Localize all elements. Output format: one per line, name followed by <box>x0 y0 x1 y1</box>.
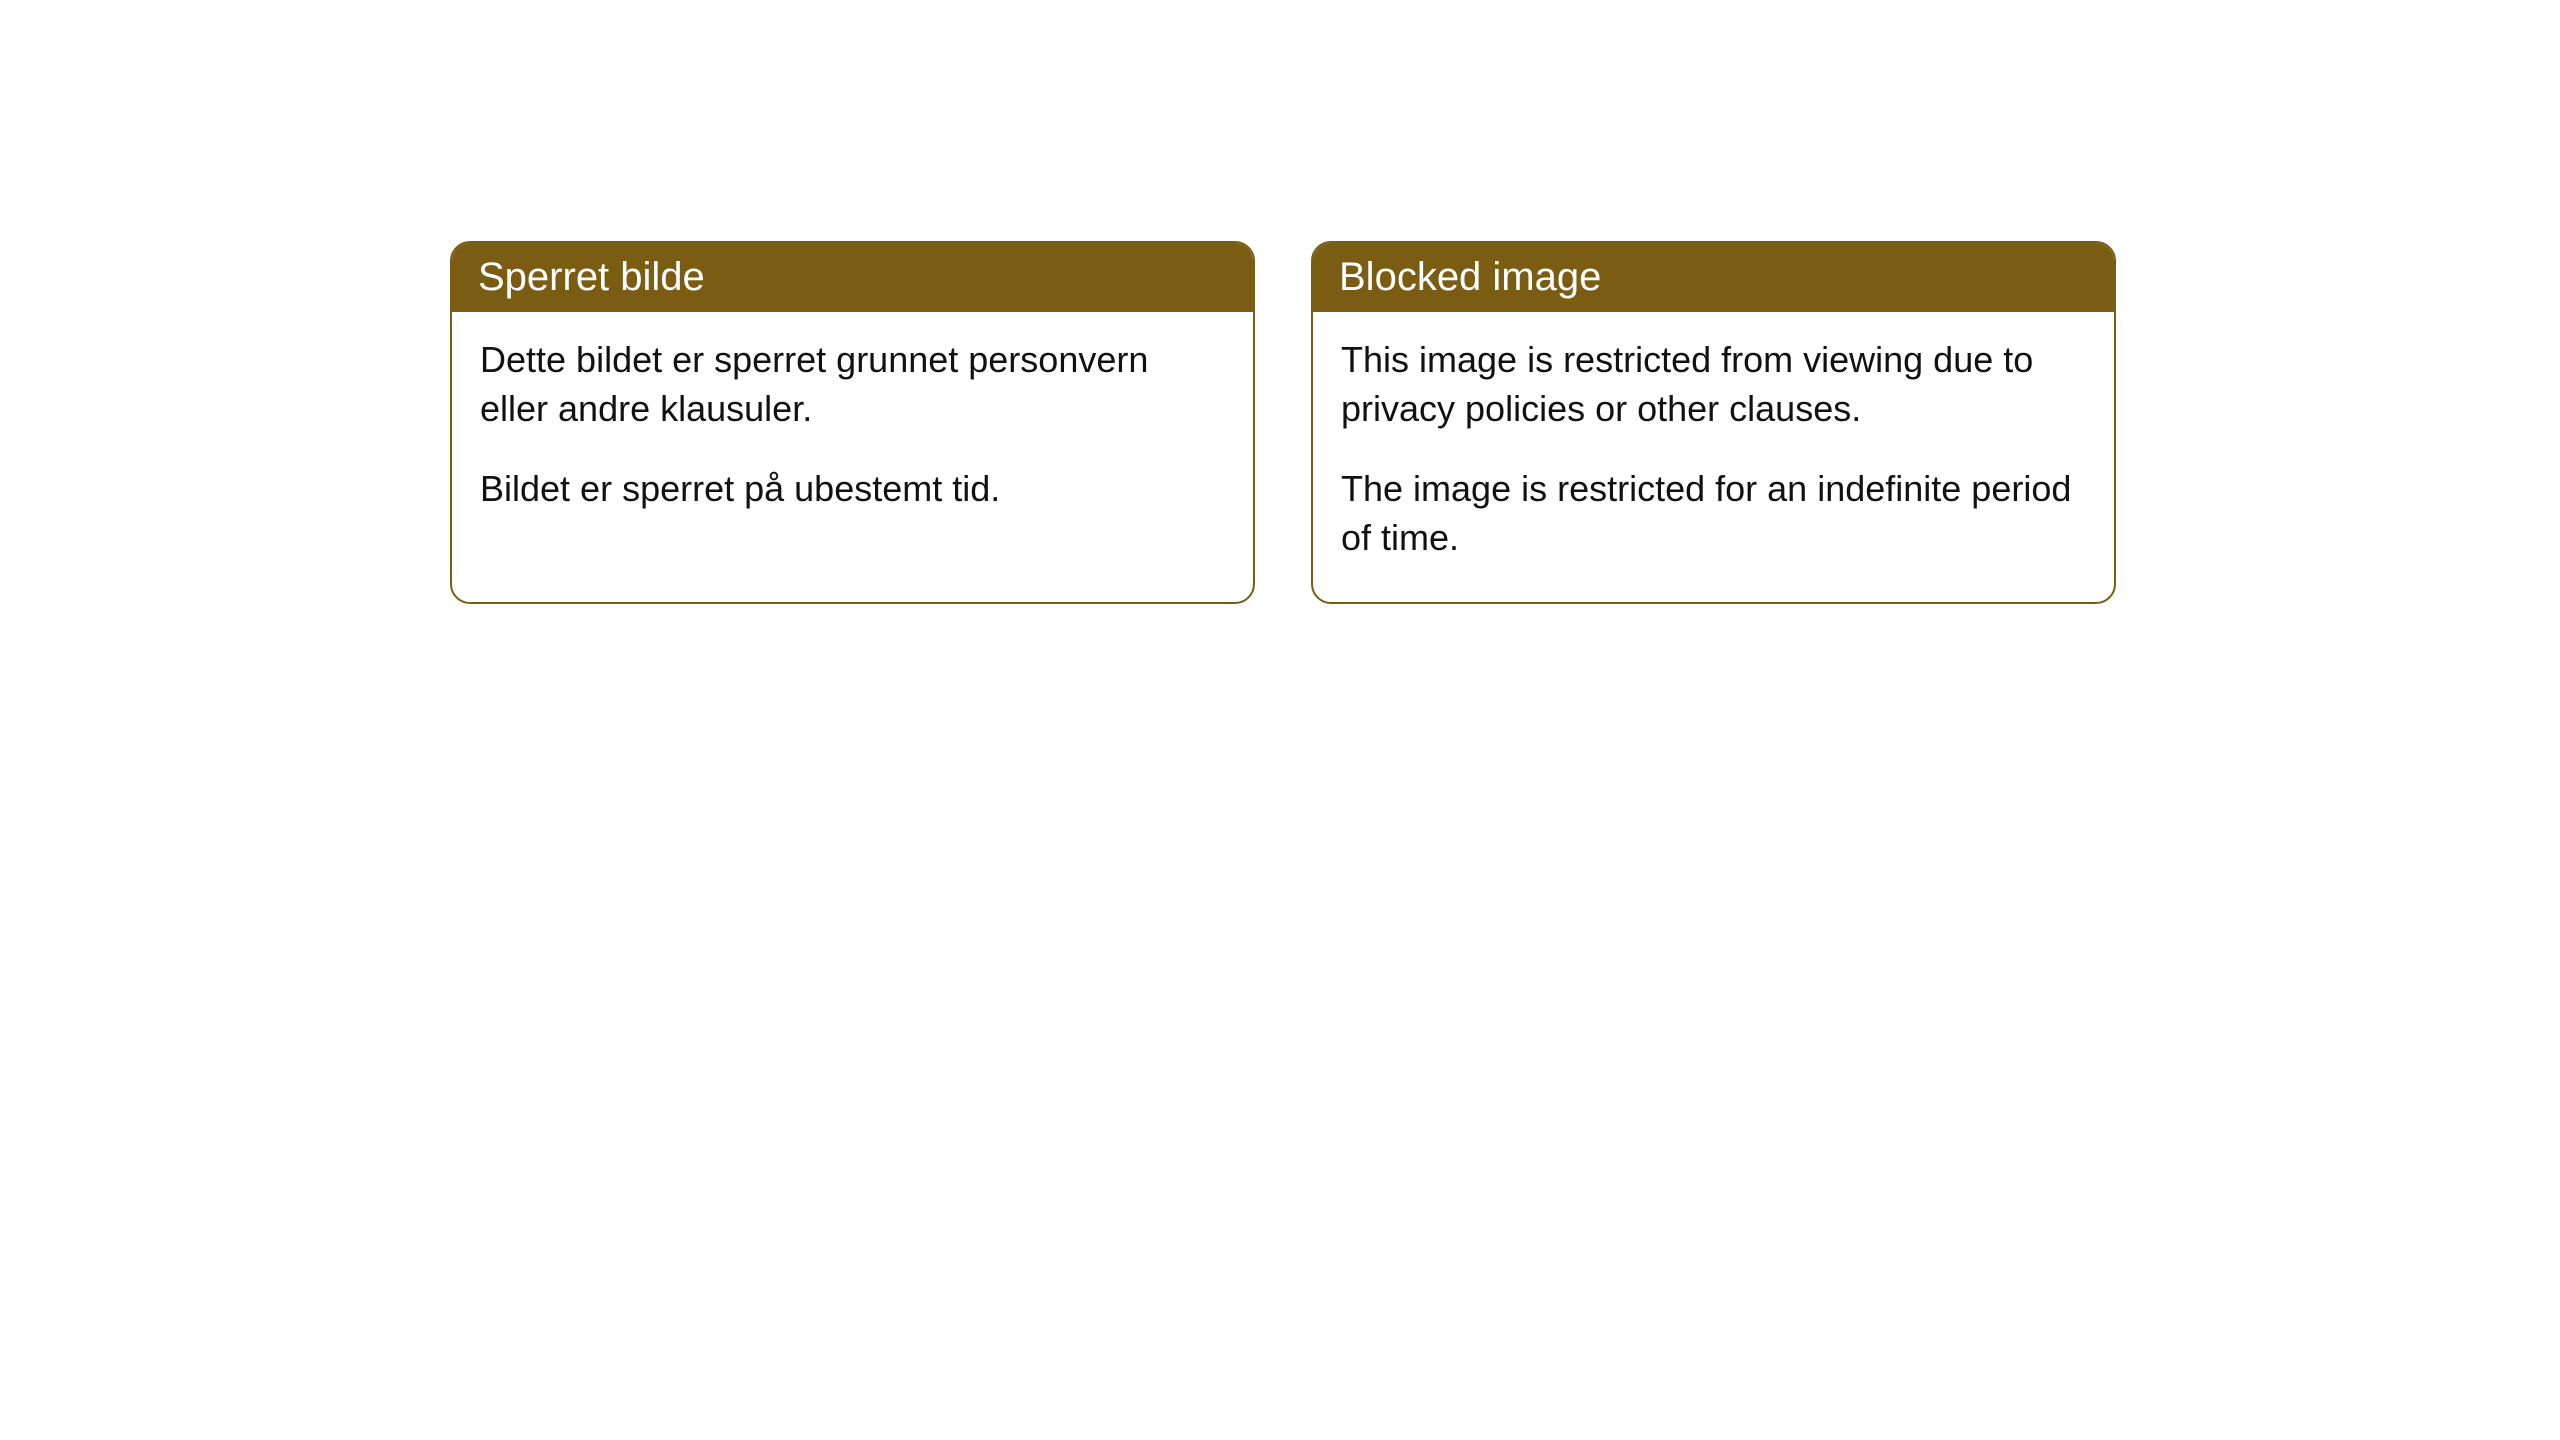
card-title-english: Blocked image <box>1339 255 1601 299</box>
card-text-norwegian-1: Dette bildet er sperret grunnet personve… <box>480 336 1225 433</box>
card-text-english-2: The image is restricted for an indefinit… <box>1341 465 2086 562</box>
card-header-english: Blocked image <box>1313 243 2114 312</box>
notice-card-norwegian: Sperret bilde Dette bildet er sperret gr… <box>450 241 1255 604</box>
notice-card-english: Blocked image This image is restricted f… <box>1311 241 2116 604</box>
card-header-norwegian: Sperret bilde <box>452 243 1253 312</box>
card-text-norwegian-2: Bildet er sperret på ubestemt tid. <box>480 465 1225 514</box>
card-title-norwegian: Sperret bilde <box>478 255 705 299</box>
card-body-english: This image is restricted from viewing du… <box>1313 312 2114 602</box>
notice-container: Sperret bilde Dette bildet er sperret gr… <box>450 241 2116 604</box>
card-text-english-1: This image is restricted from viewing du… <box>1341 336 2086 433</box>
card-body-norwegian: Dette bildet er sperret grunnet personve… <box>452 312 1253 554</box>
